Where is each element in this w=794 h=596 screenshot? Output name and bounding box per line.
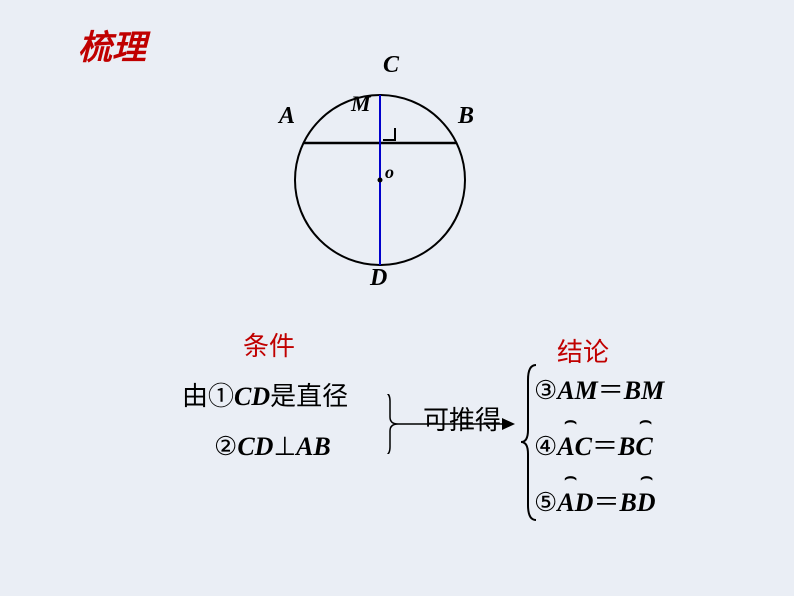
arrow-label: 可推得 bbox=[423, 400, 501, 437]
label-a: A bbox=[279, 103, 295, 130]
conclusion-1-eq: ＝ bbox=[598, 376, 624, 405]
conclusion-2-lhs: AC bbox=[557, 432, 592, 461]
arc-bc: ⌢ bbox=[639, 410, 651, 433]
conclusion-2: ④AC＝BC ⌢ ⌢ bbox=[534, 426, 653, 463]
geometry-diagram: A B C D M o bbox=[255, 55, 505, 285]
conclusion-1-rhs: BM bbox=[624, 376, 664, 405]
condition-1: 由①CD是直径 bbox=[182, 376, 348, 413]
condition-2-perp: ⊥ bbox=[273, 432, 296, 461]
label-m: M bbox=[351, 91, 371, 117]
conclusion-2-eq: ＝ bbox=[592, 432, 618, 461]
conclusions-header: 结论 bbox=[557, 332, 609, 369]
label-b: B bbox=[458, 103, 474, 130]
condition-1-num: ① bbox=[208, 382, 234, 411]
diagram-svg bbox=[255, 55, 505, 285]
label-d: D bbox=[370, 265, 387, 292]
condition-2-var2: AB bbox=[296, 432, 331, 461]
conclusion-3-num: ⑤ bbox=[534, 488, 557, 517]
condition-1-var: CD bbox=[234, 382, 270, 411]
right-angle-mark bbox=[383, 128, 395, 140]
conclusion-1: ③AM＝BM bbox=[534, 370, 664, 407]
page-title: 梳理 bbox=[78, 20, 146, 69]
condition-1-suffix: 是直径 bbox=[270, 382, 348, 411]
conclusion-2-rhs: BC bbox=[618, 432, 653, 461]
arc-ac: ⌢ bbox=[564, 410, 576, 433]
conclusion-1-num: ③ bbox=[534, 376, 557, 405]
conclusion-3-rhs: BD bbox=[619, 488, 655, 517]
arc-bd: ⌢ bbox=[640, 466, 652, 489]
condition-1-prefix: 由 bbox=[182, 382, 208, 411]
label-c: C bbox=[383, 52, 399, 79]
condition-2: ②CD⊥AB bbox=[214, 432, 331, 462]
conclusion-1-lhs: AM bbox=[557, 376, 597, 405]
arc-ad: ⌢ bbox=[564, 466, 576, 489]
conclusion-3-eq: ＝ bbox=[593, 488, 619, 517]
conclusion-2-num: ④ bbox=[534, 432, 557, 461]
center-dot bbox=[378, 178, 383, 183]
conditions-header: 条件 bbox=[243, 326, 295, 363]
condition-2-num: ② bbox=[214, 432, 237, 461]
conclusion-3: ⑤AD＝BD ⌢ ⌢ bbox=[534, 482, 656, 519]
condition-2-var1: CD bbox=[237, 432, 273, 461]
conclusion-3-lhs: AD bbox=[557, 488, 593, 517]
label-o: o bbox=[385, 162, 394, 183]
